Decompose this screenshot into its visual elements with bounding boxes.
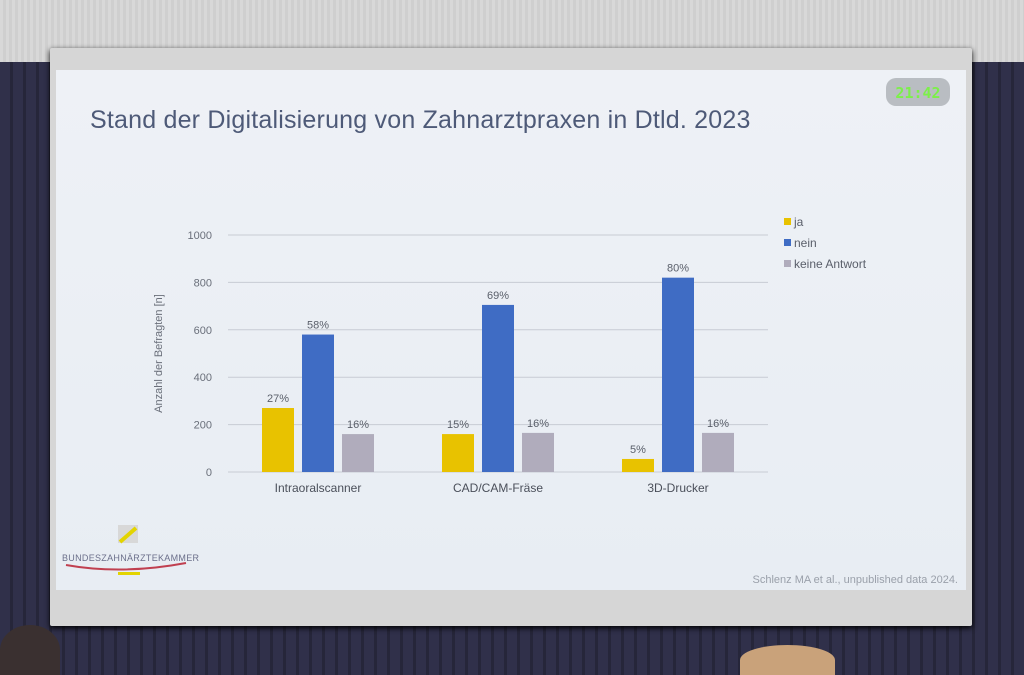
x-tick-label: Intraoralscanner xyxy=(275,481,362,495)
y-tick-label: 1000 xyxy=(188,230,212,242)
y-tick-label: 400 xyxy=(194,372,212,384)
legend-swatch xyxy=(784,218,791,225)
y-tick-label: 800 xyxy=(194,277,212,289)
legend-swatch xyxy=(784,260,791,267)
y-tick-label: 200 xyxy=(194,420,212,432)
bar-chart: 0 200 400 600 800 1000 Anzahl der Befragten [n… xyxy=(153,215,867,495)
data-label: 69% xyxy=(487,290,509,302)
bar-ja xyxy=(442,434,474,472)
audience-head xyxy=(0,625,60,675)
data-label: 80% xyxy=(667,263,689,275)
bar-ja xyxy=(262,408,294,472)
audience-head xyxy=(740,645,835,675)
bar-nein xyxy=(482,304,514,472)
x-tick-label: CAD/CAM-Fräse xyxy=(453,481,543,495)
speech-timer: 21:42 xyxy=(886,78,950,106)
data-label: 27% xyxy=(267,393,289,405)
data-label: 5% xyxy=(630,444,646,456)
source-citation: Schlenz MA et al., unpublished data 2024… xyxy=(752,574,958,586)
data-label: 16% xyxy=(707,418,729,430)
bar-ja xyxy=(622,458,654,472)
bar-keine-Antwort xyxy=(702,432,734,472)
legend-label: nein xyxy=(794,236,817,250)
logo-mark-icon xyxy=(65,525,187,575)
bar-keine-Antwort xyxy=(342,434,374,472)
data-label: 15% xyxy=(447,419,469,431)
data-label: 16% xyxy=(527,418,549,430)
y-tick-label: 600 xyxy=(194,325,212,337)
data-label: 58% xyxy=(307,320,329,332)
logo-text: BUNDESZAHNÄRZTEKAMMER xyxy=(62,553,200,563)
slide-title: Stand der Digitalisierung von Zahnarztpr… xyxy=(90,106,751,134)
bar-keine-Antwort xyxy=(522,432,554,472)
bar-nein xyxy=(662,277,694,472)
legend-label: keine Antwort xyxy=(794,257,867,271)
x-tick-label: 3D-Drucker xyxy=(647,481,708,495)
bar-nein xyxy=(302,334,334,472)
slide: Stand der Digitalisierung von Zahnarztpr… xyxy=(56,70,966,590)
legend-swatch xyxy=(784,239,791,246)
data-label: 16% xyxy=(347,419,369,431)
logo: BUNDESZAHNÄRZTEKAMMER xyxy=(62,525,199,585)
legend-label: ja xyxy=(793,215,804,229)
y-axis-label: Anzahl der Befragten [n] xyxy=(153,294,165,413)
y-tick-label: 0 xyxy=(206,467,212,479)
